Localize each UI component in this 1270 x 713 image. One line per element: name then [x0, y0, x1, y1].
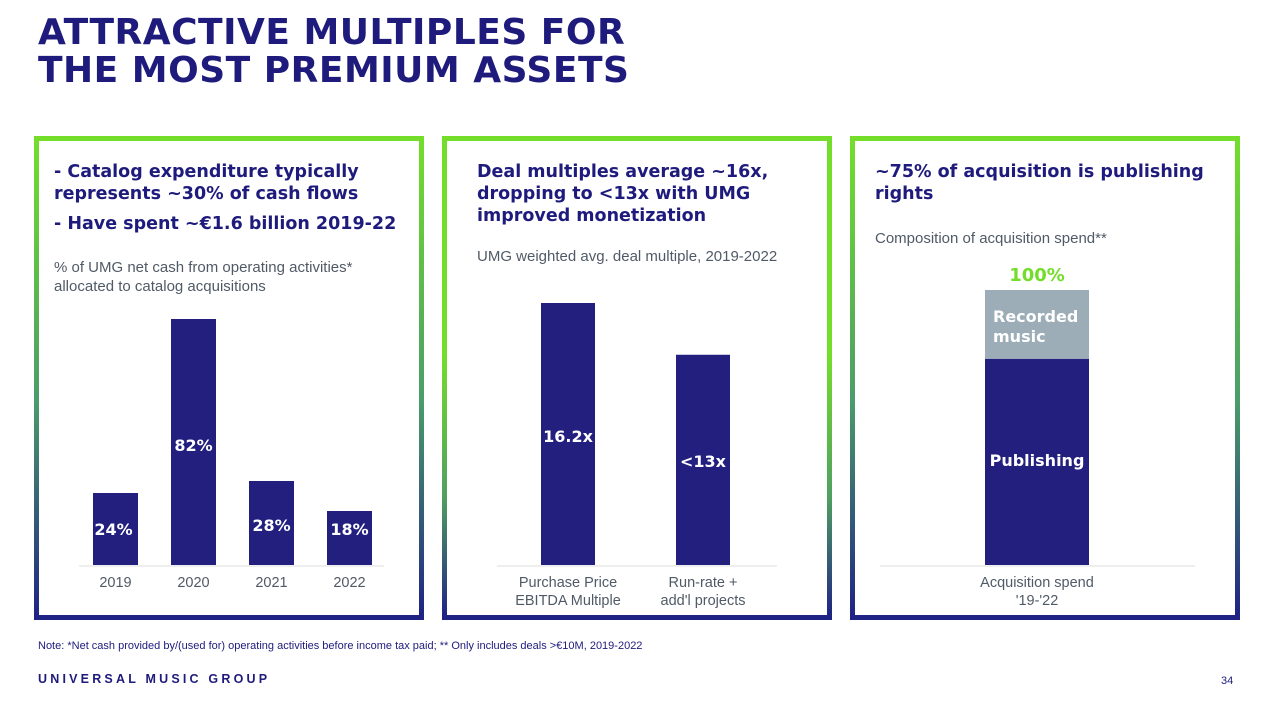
x-tick-run-rate-line-1: Run-rate +: [669, 575, 738, 591]
panel1-subtitle: % of UMG net cash from operating activit…: [54, 258, 352, 296]
panel-catalog-expenditure: - Catalog expenditure typically represen…: [34, 136, 424, 620]
panel2-heading-line-1: Deal multiples average ~16x,: [477, 162, 769, 182]
chart-deal-multiples: 16.2x Purchase Price EBITDA Multiple <13x Ru…: [497, 303, 777, 609]
x-tick-acquisition-spend-line-1: Acquisition spend: [980, 575, 1094, 591]
data-label-publishing: Publishing: [990, 451, 1085, 470]
panel1-heading: - Catalog expenditure typically represen…: [54, 161, 359, 205]
panel2-subtitle: UMG weighted avg. deal multiple, 2019-20…: [477, 248, 778, 265]
panel3-heading: ~75% of acquisition is publishing rights: [875, 161, 1204, 205]
panel-acquisition-composition: ~75% of acquisition is publishing rights…: [850, 136, 1240, 620]
data-label-2020: 82%: [174, 436, 212, 455]
title-line-1: ATTRACTIVE MULTIPLES FOR: [38, 12, 626, 53]
brand-wordmark: UNIVERSAL MUSIC GROUP: [38, 672, 271, 686]
panel1-heading-line-2: represents ~30% of cash flows: [54, 184, 359, 204]
data-label-2021: 28%: [252, 516, 290, 535]
x-tick-purchase-price-line-1: Purchase Price: [519, 575, 617, 591]
panel1-subtitle-line-1: % of UMG net cash from operating activit…: [54, 259, 353, 276]
panel3-subtitle: Composition of acquisition spend**: [875, 230, 1107, 247]
panel3-heading-line-1: ~75% of acquisition is publishing: [875, 162, 1204, 182]
bar-purchase-price: [541, 303, 595, 565]
footnote: Note: *Net cash provided by/(used for) o…: [38, 640, 643, 652]
x-tick-run-rate-line-2: add'l projects: [661, 593, 746, 609]
total-label: 100%: [1009, 265, 1065, 286]
panel1-heading-2: - Have spent ~€1.6 billion 2019-22: [54, 214, 397, 234]
chart-catalog-spend: 24% 2019 82% 2020 28% 2021 18% 2022: [79, 319, 384, 591]
panel1-subtitle-line-2: allocated to catalog acquisitions: [54, 278, 266, 295]
panel2-heading-line-2: dropping to <13x with UMG: [477, 184, 751, 204]
bar-run-rate: [676, 354, 730, 565]
data-label-2019: 24%: [94, 520, 132, 539]
x-tick-2022: 2022: [333, 575, 365, 591]
data-label-run-rate: <13x: [680, 452, 727, 471]
title-line-2: THE MOST PREMIUM ASSETS: [38, 50, 630, 91]
bar-2020: [171, 319, 216, 565]
data-label-recorded-music-line-2: music: [993, 327, 1046, 346]
x-tick-purchase-price-line-2: EBITDA Multiple: [515, 593, 621, 609]
panel2-heading: Deal multiples average ~16x, dropping to…: [477, 161, 768, 227]
x-tick-2021: 2021: [255, 575, 287, 591]
data-label-2022: 18%: [330, 520, 368, 539]
x-tick-2020: 2020: [177, 575, 209, 591]
slide-title: ATTRACTIVE MULTIPLES FOR THE MOST PREMIU…: [38, 14, 629, 90]
panel2-heading-line-3: improved monetization: [477, 206, 707, 226]
bar-segment-publishing: [985, 358, 1089, 565]
page-number: 34: [1221, 675, 1234, 687]
data-label-purchase-price: 16.2x: [543, 427, 593, 446]
panel3-heading-line-2: rights: [875, 184, 934, 204]
x-tick-2019: 2019: [99, 575, 131, 591]
data-label-recorded-music-line-1: Recorded: [993, 307, 1078, 326]
bar-2022: [327, 511, 372, 565]
panel1-heading-line-1: - Catalog expenditure typically: [54, 162, 359, 182]
bar-segment-recorded-music: [985, 290, 1089, 359]
bar-2019: [93, 493, 138, 565]
x-tick-acquisition-spend-line-2: '19-'22: [1016, 593, 1059, 609]
panel-deal-multiples: Deal multiples average ~16x, dropping to…: [442, 136, 832, 620]
bar-2021: [249, 481, 294, 565]
